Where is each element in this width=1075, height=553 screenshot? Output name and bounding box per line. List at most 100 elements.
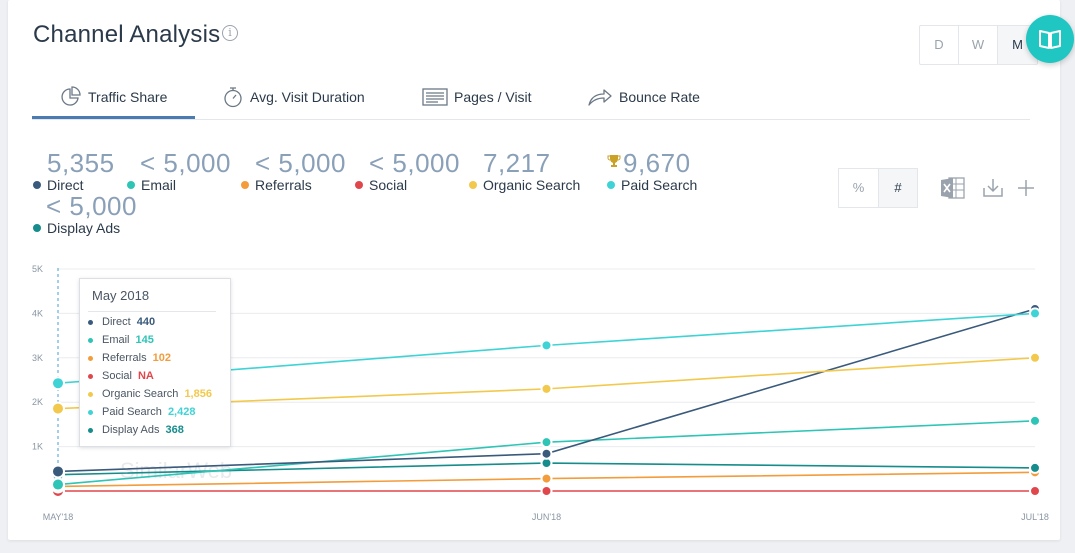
bounce-arrow-icon: [588, 89, 612, 106]
pages-icon: [422, 88, 448, 106]
tooltip-row: Paid Search 2,428: [88, 406, 195, 418]
tooltip-row-value: 2,428: [167, 406, 196, 418]
legend-dot: [33, 181, 41, 189]
tooltip-row: Referrals 102: [88, 352, 171, 364]
trophy-icon: [607, 155, 621, 167]
data-point-organic-search[interactable]: [1029, 351, 1041, 364]
stopwatch-icon: [224, 87, 242, 108]
period-day-button[interactable]: D: [920, 26, 959, 64]
tab-traffic-share[interactable]: Traffic Share: [60, 76, 167, 118]
tab-avg-visit-duration[interactable]: Avg. Visit Duration: [222, 76, 365, 118]
metric-email: < 5,000 Email: [127, 148, 231, 193]
tooltip-title: May 2018: [92, 288, 150, 303]
data-point-social[interactable]: [540, 485, 553, 497]
metric-value: < 5,000: [46, 191, 137, 221]
metric-label: Organic Search: [483, 177, 581, 193]
data-point-organic-search[interactable]: [540, 382, 553, 395]
channel-analysis-card: [8, 0, 1060, 540]
metric-tabs: Traffic Share Avg. Visit Duration Pages …: [32, 68, 1030, 120]
tooltip-separator: [88, 311, 216, 312]
tooltip-row-label: Direct: [102, 316, 131, 328]
metric-organic-search: 7,217 Organic Search: [469, 148, 580, 193]
data-point-email[interactable]: [540, 436, 553, 449]
number-toggle-button[interactable]: #: [878, 169, 917, 207]
tab-label: Avg. Visit Duration: [250, 89, 365, 105]
tooltip-row: Email 145: [88, 334, 154, 346]
percent-toggle-button[interactable]: %: [852, 180, 865, 195]
data-point-referrals[interactable]: [540, 472, 553, 485]
x-tick-label: JUL'18: [1021, 512, 1049, 522]
metric-paid-search: 9,670 Paid Search: [607, 148, 697, 193]
metric-value: 5,355: [47, 148, 115, 178]
x-tick-label: MAY'18: [43, 512, 74, 522]
metric-display-ads: < 5,000 Display Ads: [33, 191, 137, 236]
metric-value: 9,670: [623, 148, 691, 178]
metric-label: Display Ads: [47, 220, 121, 236]
tooltip-row-label: Organic Search: [102, 388, 179, 400]
legend-dot: [33, 224, 41, 232]
data-point-email[interactable]: [1029, 414, 1041, 427]
data-point-social[interactable]: [1029, 485, 1041, 497]
metric-social: < 5,000 Social: [355, 148, 460, 193]
tooltip-row-value: NA: [137, 370, 154, 382]
pie-chart-icon: [61, 86, 81, 106]
data-point-paid-search[interactable]: [1029, 307, 1041, 320]
tooltip-row-value: 145: [135, 334, 154, 346]
plus-icon[interactable]: [1016, 176, 1036, 200]
metric-value: < 5,000: [255, 148, 346, 178]
legend-dot: [241, 181, 249, 189]
tab-label: Bounce Rate: [619, 89, 700, 105]
x-tick-label: JUN'18: [532, 512, 561, 522]
data-point-email[interactable]: [51, 477, 65, 492]
tooltip-row-label: Email: [102, 334, 130, 346]
tooltip-row: Organic Search 1,856: [88, 388, 212, 400]
metric-label: Email: [141, 177, 177, 193]
data-point-direct[interactable]: [51, 464, 65, 479]
tab-pages-visit[interactable]: Pages / Visit: [422, 76, 532, 118]
y-tick-label: 2K: [32, 397, 43, 407]
tooltip-row-label: Display Ads: [102, 424, 160, 436]
metric-value: < 5,000: [369, 148, 460, 178]
metric-value: < 5,000: [140, 148, 231, 178]
book-button[interactable]: [1026, 15, 1074, 63]
tooltip-row-label: Paid Search: [102, 406, 162, 418]
period-week-button[interactable]: W: [959, 26, 998, 64]
y-tick-label: 3K: [32, 353, 43, 363]
y-tick-label: 5K: [32, 264, 43, 274]
value-mode-toggle: % #: [838, 168, 918, 208]
legend-dot: [607, 181, 615, 189]
y-tick-label: 4K: [32, 308, 43, 318]
tooltip-row-value: 1,856: [184, 388, 212, 400]
data-point-paid-search[interactable]: [540, 339, 553, 352]
legend-dot: [469, 181, 477, 189]
tab-label: Pages / Visit: [454, 89, 532, 105]
download-icon[interactable]: [982, 176, 1004, 200]
page-title: Channel Analysis: [33, 21, 221, 48]
tab-bounce-rate[interactable]: Bounce Rate: [587, 76, 700, 118]
tooltip-row: Direct 440: [88, 316, 155, 328]
excel-icon[interactable]: [940, 176, 966, 200]
metric-label: Referrals: [255, 177, 312, 193]
metric-direct: 5,355 Direct: [33, 148, 115, 193]
chart-tooltip: May 2018 Direct 440 Email 145 Referrals 102…: [79, 278, 231, 447]
data-point-paid-search[interactable]: [51, 376, 65, 391]
tab-label: Traffic Share: [88, 89, 168, 105]
legend-dot: [355, 181, 363, 189]
metric-label: Direct: [47, 177, 84, 193]
data-point-direct[interactable]: [540, 447, 553, 460]
data-point-display-ads[interactable]: [1029, 461, 1041, 474]
book-icon: [1039, 30, 1061, 49]
tooltip-row-value: 102: [152, 352, 171, 364]
legend-dot: [127, 181, 135, 189]
tooltip-row: Social NA: [88, 370, 154, 382]
data-point-organic-search[interactable]: [51, 401, 65, 416]
tooltip-row-value: 368: [165, 424, 184, 436]
y-tick-label: 1K: [32, 442, 43, 452]
tooltip-row-label: Referrals: [102, 352, 147, 364]
tooltip-row-label: Social: [102, 370, 132, 382]
active-tab-indicator: [32, 116, 195, 119]
tooltip-row-value: 440: [136, 316, 156, 328]
info-icon[interactable]: i: [222, 25, 238, 41]
metric-label: Social: [369, 177, 408, 193]
